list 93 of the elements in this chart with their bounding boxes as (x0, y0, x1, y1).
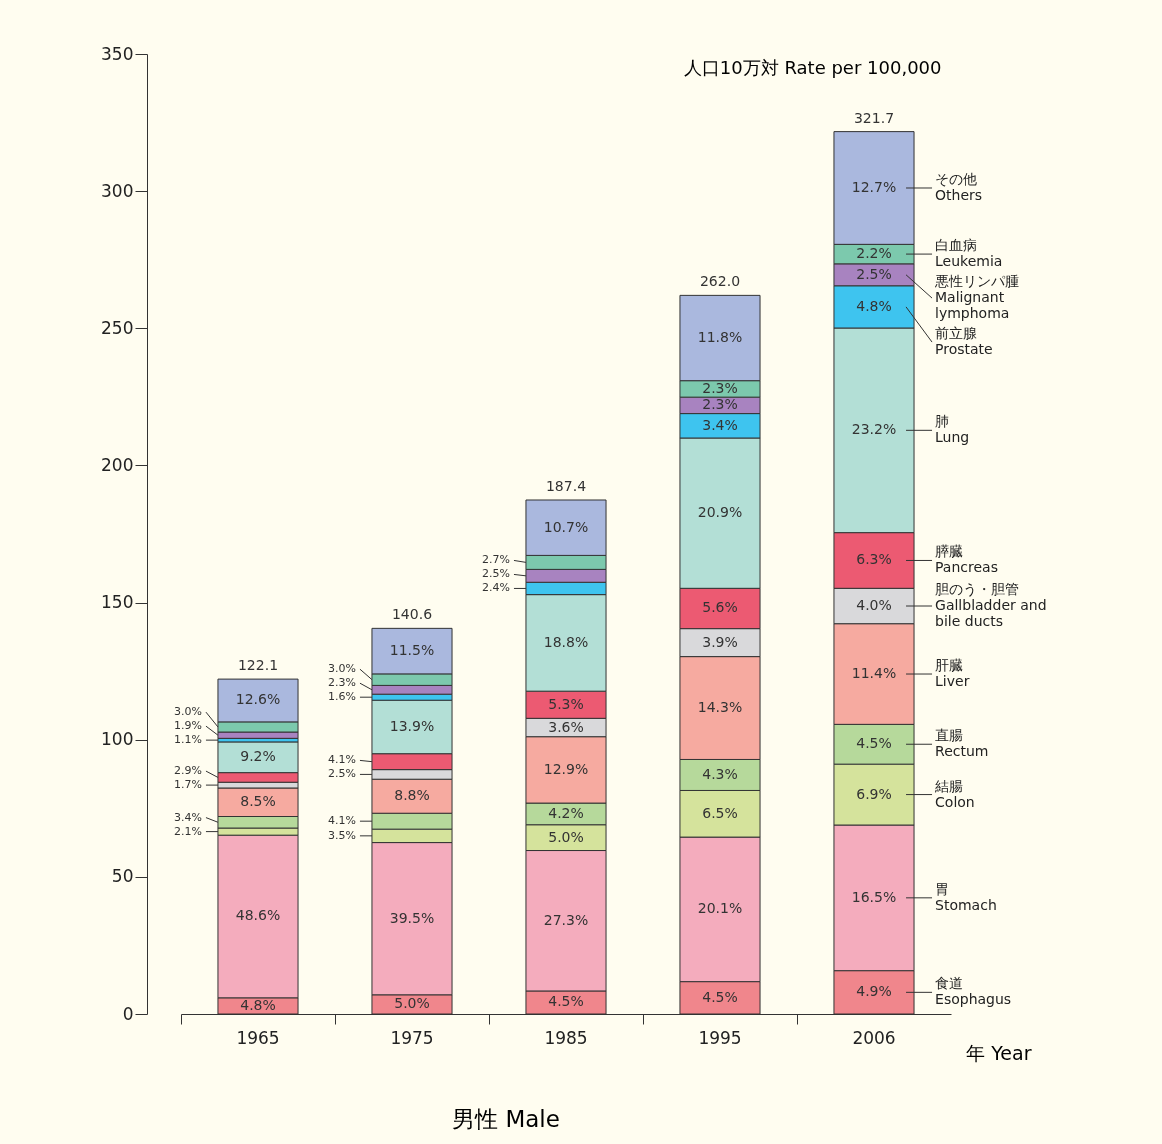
total-label: 262.0 (699, 273, 741, 290)
annotation: 11.4% (851, 665, 897, 682)
annotation: 2.3% (702, 379, 738, 396)
y-tick-label: 150 (101, 592, 134, 613)
annotation: 4.8% (240, 996, 276, 1013)
annotation: 5.0% (548, 828, 584, 845)
x-tick-label: 2006 (852, 1027, 896, 1048)
annotation: 23.2% (851, 421, 897, 438)
x-tick-label: 1975 (390, 1027, 434, 1048)
annotation: 3.4% (174, 810, 202, 824)
y-axis-title: 人口10万対 Rate per 100,000 (683, 56, 942, 78)
annotation: 2.4% (482, 581, 510, 595)
annotation: 14.3% (697, 699, 743, 716)
annotation: 2.5% (328, 767, 356, 781)
annotation: 2.5% (482, 567, 510, 581)
annotation: 4.0% (856, 597, 892, 613)
annotation: 1.6% (328, 690, 356, 704)
annotation: 3.9% (702, 633, 738, 650)
annotation: 6.5% (702, 804, 738, 821)
annotation: 3.5% (328, 828, 356, 842)
y-tick-label: 350 (101, 43, 134, 64)
annotation: 4.5% (856, 735, 892, 752)
annotation: 3.6% (548, 718, 584, 735)
legend-label: 直腸 Rectum (935, 727, 989, 760)
y-tick-label: 50 (111, 866, 134, 887)
x-tick-label: 1985 (544, 1027, 588, 1048)
annotation: 5.0% (394, 995, 430, 1012)
annotation: 12.9% (543, 760, 589, 777)
y-tick-label: 0 (122, 1003, 134, 1024)
annotation: 4.1% (328, 753, 356, 767)
annotation: 16.5% (851, 888, 897, 905)
annotation: 4.5% (702, 988, 738, 1005)
annotation: 2.2% (856, 245, 892, 262)
annotation: 3.4% (702, 416, 738, 433)
annotation: 6.9% (856, 785, 892, 802)
annotation: 12.7% (851, 178, 897, 195)
annotation: 4.9% (856, 983, 892, 1000)
legend-label: 悪性リンパ腫 Malignant lymphoma (934, 273, 1020, 322)
annotation: 4.1% (328, 814, 356, 828)
annotation: 2.3% (702, 396, 738, 413)
annotation: 11.5% (389, 642, 435, 659)
legend-label: 胆のう・胆管 Gallbladder and bile ducts (935, 581, 1047, 629)
total-label: 187.4 (545, 477, 587, 494)
annotation: 1.1% (174, 733, 202, 747)
annotation: 4.8% (856, 297, 892, 314)
annotation: 12.6% (235, 691, 281, 708)
annotation: 48.6% (235, 907, 281, 924)
y-tick-label: 300 (101, 180, 134, 201)
annotation: 4.5% (548, 993, 584, 1010)
y-tick-label: 100 (101, 729, 134, 750)
annotation: 2.3% (328, 676, 356, 690)
annotation: 11.8% (697, 329, 743, 346)
legend-label: 胃 Stomach (935, 880, 997, 913)
annotation: 39.5% (389, 909, 435, 926)
annotation: 5.6% (702, 599, 738, 616)
annotation: 5.3% (548, 695, 584, 712)
annotation: 27.3% (543, 911, 589, 928)
annotation: 2.7% (482, 553, 510, 567)
x-axis-title: 年 Year (966, 1041, 1032, 1064)
y-tick-label: 200 (101, 454, 134, 475)
x-tick-label: 1995 (698, 1027, 742, 1048)
annotation: 10.7% (543, 518, 589, 535)
annotation: 6.3% (856, 551, 892, 568)
annotation: 9.2% (240, 748, 276, 765)
annotation: 20.9% (697, 504, 743, 521)
legend-label: 肝臓 Liver (935, 657, 970, 690)
legend-label: 食道 Esophagus (935, 975, 1012, 1008)
total-label: 140.6 (391, 606, 433, 623)
annotation: 1.9% (174, 719, 202, 733)
annotation: 18.8% (543, 633, 589, 650)
annotation: 4.3% (702, 765, 738, 782)
legend-label: その他 Others (935, 170, 983, 203)
total-label: 321.7 (853, 109, 895, 126)
annotation: 3.0% (174, 705, 202, 719)
annotation: 1.7% (174, 778, 202, 792)
annotation: 8.8% (394, 787, 430, 804)
annotation: 20.1% (697, 900, 743, 917)
annotation: 2.1% (174, 824, 202, 838)
annotation: 8.5% (240, 793, 276, 810)
annotation: 13.9% (389, 717, 435, 734)
annotation: 2.9% (174, 764, 202, 778)
legend-label: 白血病 Leukemia (935, 237, 1003, 270)
legend-label: 膵臓 Pancreas (935, 543, 998, 576)
text: 男性 Male (452, 1106, 560, 1132)
y-tick-label: 250 (101, 317, 134, 338)
annotation: 4.2% (548, 804, 584, 821)
x-tick-label: 1965 (236, 1027, 280, 1048)
legend-label: 肺 Lung (935, 413, 970, 446)
total-label: 122.1 (237, 657, 279, 674)
legend-label: 結腸 Colon (934, 777, 975, 810)
series-label: 前立腺 Prostate (935, 325, 993, 358)
annotation: 3.0% (328, 662, 356, 676)
annotation: 2.5% (856, 265, 892, 282)
